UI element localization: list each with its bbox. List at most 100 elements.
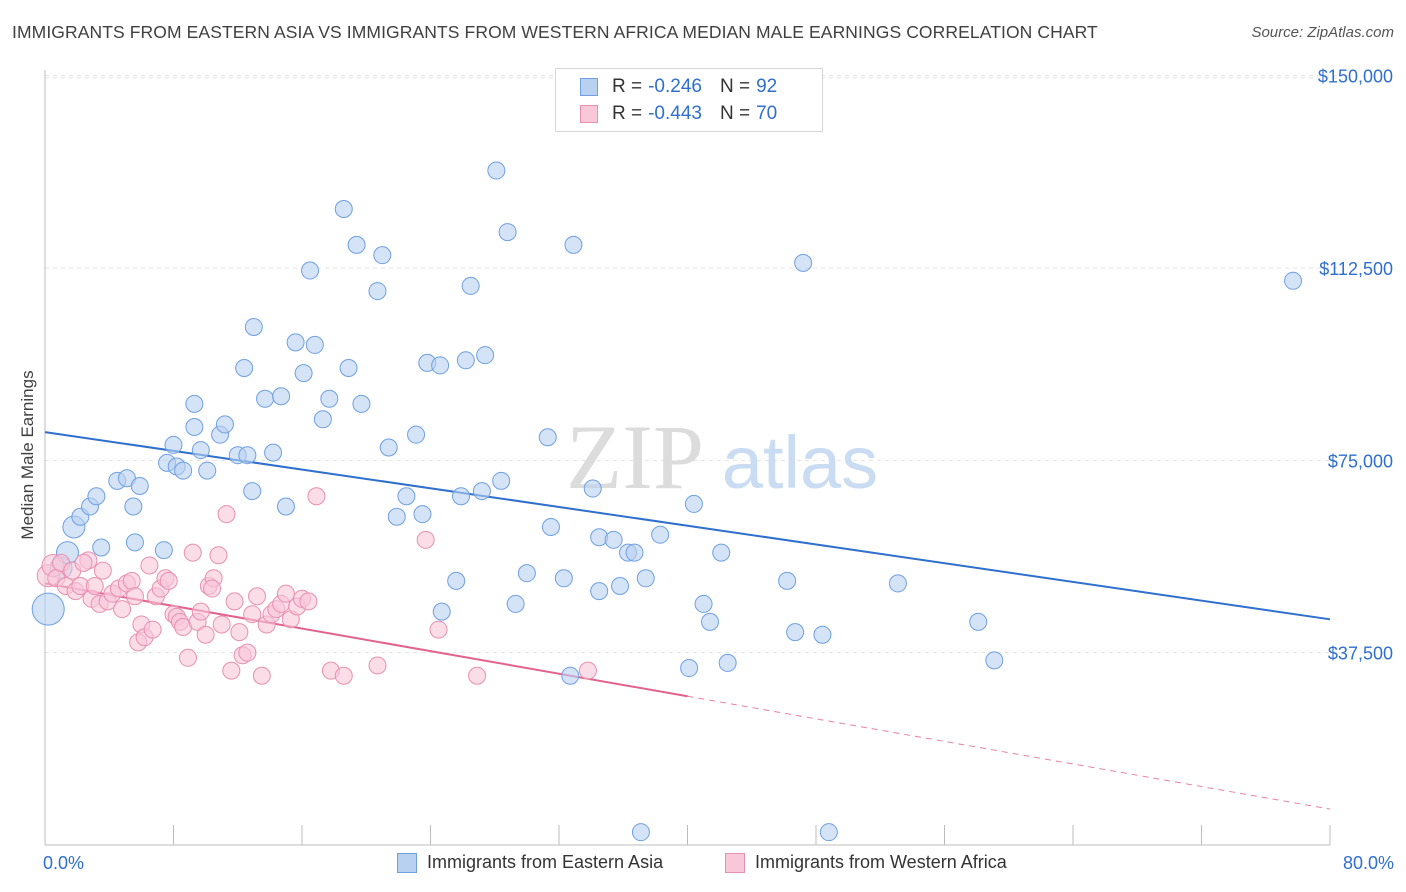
x-tick-label-max: 80.0% [1342, 853, 1394, 873]
data-point-eastern-asia [1284, 271, 1303, 290]
data-point-eastern-asia [243, 482, 262, 501]
data-point-western-africa [238, 643, 257, 662]
data-point-eastern-asia [694, 594, 713, 613]
data-point-eastern-asia [541, 518, 560, 536]
data-point-eastern-asia [432, 602, 451, 621]
data-point-eastern-asia [368, 282, 387, 301]
data-point-eastern-asia [700, 612, 719, 631]
data-point-eastern-asia [294, 364, 313, 383]
data-point-eastern-asia [712, 543, 731, 562]
data-point-western-africa [122, 571, 141, 590]
data-point-eastern-asia [487, 161, 506, 180]
data-point-eastern-asia [506, 594, 525, 613]
data-point-eastern-asia [334, 200, 353, 218]
data-point-eastern-asia [561, 666, 580, 685]
data-point-western-africa [243, 605, 262, 624]
data-point-western-africa [143, 620, 162, 639]
data-point-western-africa [159, 571, 178, 590]
data-point-eastern-asia [174, 461, 193, 480]
data-point-eastern-asia [124, 497, 143, 516]
trend-line-extension [687, 695, 1331, 810]
data-point-western-africa [468, 666, 487, 685]
data-point-eastern-asia [538, 428, 557, 447]
data-point-western-africa [85, 576, 104, 595]
y-tick-labels: $37,500 $75,000 $112,500 $150,000 [1318, 67, 1393, 664]
data-point-eastern-asia [447, 571, 466, 590]
data-point-eastern-asia [320, 389, 339, 408]
data-point-eastern-asia [130, 476, 149, 495]
data-point-eastern-asia [244, 317, 263, 336]
data-point-eastern-asia [164, 435, 183, 454]
data-point-eastern-asia [786, 623, 805, 642]
data-point-eastern-asia [684, 494, 703, 513]
data-point-eastern-asia [87, 487, 106, 506]
data-point-eastern-asia [813, 625, 832, 644]
data-point-eastern-asia [583, 479, 602, 498]
legend-n-value: 70 [756, 103, 778, 124]
data-point-eastern-asia [272, 387, 291, 406]
data-point-eastern-asia [125, 533, 144, 552]
data-point-western-africa [93, 561, 112, 580]
data-point-eastern-asia [407, 425, 426, 444]
x-tick-label-min: 0.0% [43, 853, 85, 873]
data-point-western-africa [222, 661, 241, 680]
legend-swatch-eastern-asia [580, 78, 598, 96]
data-point-eastern-asia [456, 351, 475, 370]
data-point-eastern-asia [154, 541, 173, 560]
legend-r-label: R = [612, 76, 643, 97]
legend-n-label: N = [719, 103, 751, 124]
bottom-legend-eastern-asia: Immigrants from Eastern Asia [397, 852, 663, 873]
data-point-eastern-asia [985, 651, 1004, 670]
data-point-eastern-asia [235, 359, 254, 377]
data-points [31, 161, 1303, 842]
data-point-eastern-asia [452, 487, 471, 506]
data-point-western-africa [225, 592, 244, 611]
data-point-western-africa [125, 587, 144, 606]
trend-line [44, 431, 1331, 621]
y-tick-label: $37,500 [1328, 644, 1393, 664]
data-point-western-africa [416, 530, 435, 549]
data-point-eastern-asia [256, 389, 275, 408]
y-tick-label: $112,500 [1319, 259, 1393, 279]
chart-title: IMMIGRANTS FROM EASTERN ASIA VS IMMIGRAN… [12, 22, 1098, 42]
data-point-eastern-asia [604, 530, 623, 549]
data-point-eastern-asia [492, 471, 511, 490]
data-point-western-africa [578, 661, 597, 680]
data-point-eastern-asia [498, 223, 517, 242]
y-tick-label: $75,000 [1328, 451, 1393, 471]
data-point-eastern-asia [373, 246, 392, 265]
data-point-western-africa [196, 625, 215, 644]
legend-row-western-africa: R = -0.443 N = 70 [580, 103, 795, 125]
data-point-western-africa [212, 615, 231, 634]
data-point-eastern-asia [185, 417, 204, 436]
data-point-eastern-asia [305, 335, 324, 354]
data-point-eastern-asia [680, 659, 699, 678]
data-point-eastern-asia [718, 653, 737, 672]
data-point-western-africa [368, 656, 387, 675]
data-point-western-africa [113, 600, 132, 619]
data-point-western-africa [276, 584, 295, 603]
bottom-legend-swatch-eastern-asia [397, 852, 417, 873]
watermark-atlas: atlas [722, 421, 878, 504]
legend-r-label: R = [612, 103, 643, 124]
data-point-eastern-asia [276, 497, 295, 516]
bottom-legend-label: Immigrants from Western Africa [755, 852, 1007, 872]
data-point-western-africa [183, 543, 202, 562]
data-point-eastern-asia [636, 569, 655, 588]
data-point-western-africa [178, 648, 197, 667]
data-point-eastern-asia [387, 507, 406, 526]
data-point-eastern-asia [517, 564, 536, 583]
data-point-eastern-asia [778, 571, 797, 590]
y-tick-label: $150,000 [1318, 67, 1393, 87]
data-point-eastern-asia [185, 394, 204, 413]
data-point-eastern-asia [264, 443, 283, 462]
correlation-legend: R = -0.246 N = 92 R = -0.443 N = 70 [555, 68, 823, 132]
source-label: Source: ZipAtlas.com [1251, 24, 1394, 41]
data-point-eastern-asia [819, 823, 838, 842]
data-point-western-africa [252, 666, 271, 685]
legend-n-label: N = [719, 76, 751, 97]
data-point-western-africa [248, 587, 267, 606]
data-point-eastern-asia [794, 253, 813, 272]
data-point-eastern-asia [631, 823, 650, 842]
